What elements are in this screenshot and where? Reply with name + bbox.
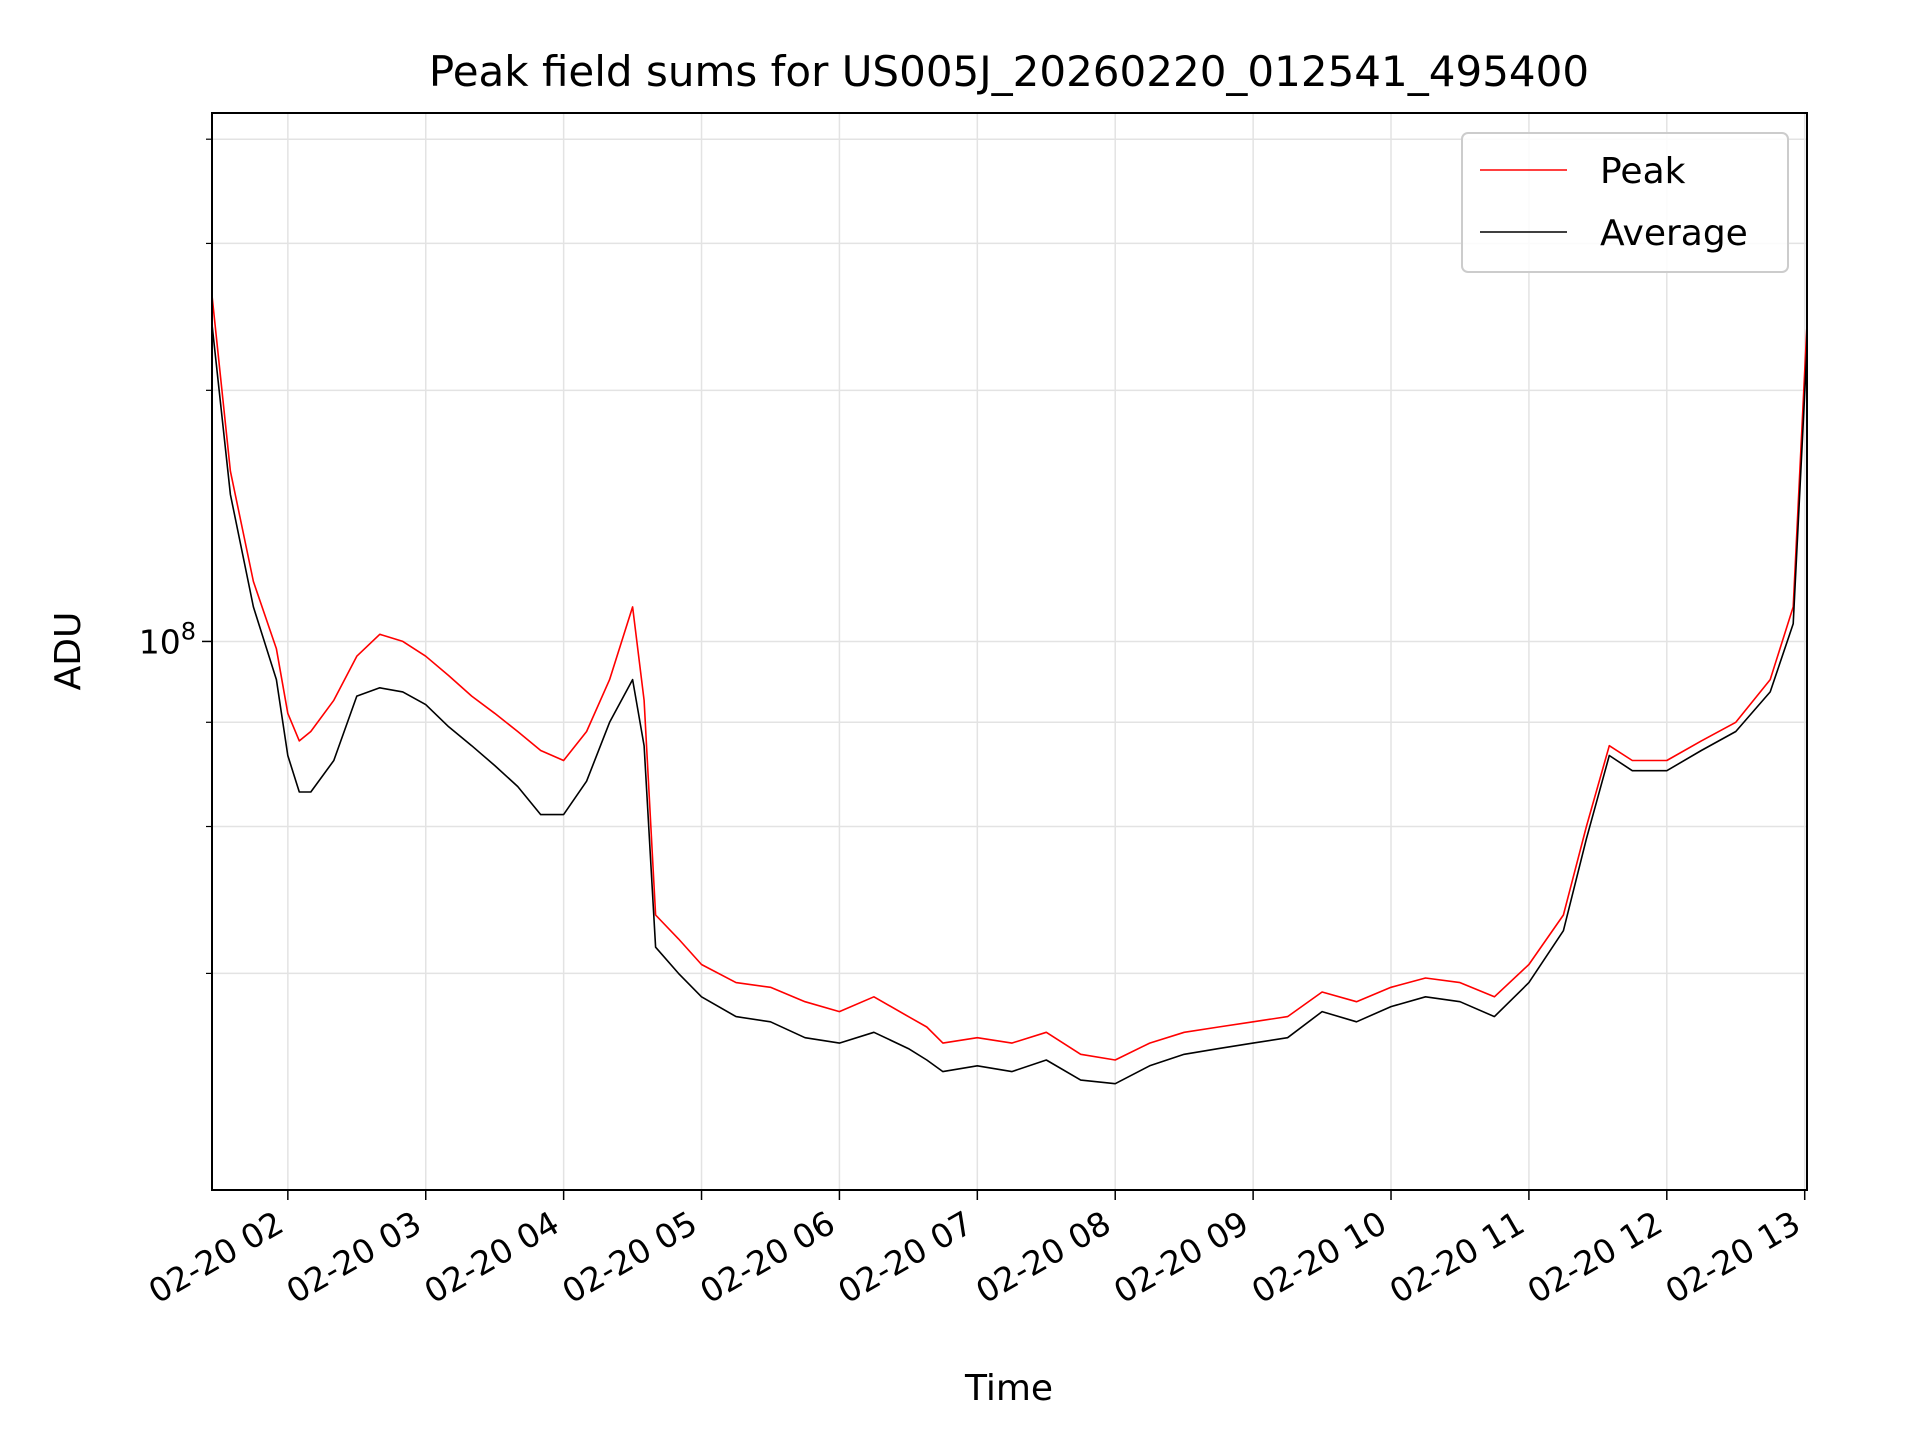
plot-lines <box>211 295 1808 1085</box>
legend-label-peak: Peak <box>1600 151 1686 192</box>
chart-title: Peak field sums for US005J_20260220_0125… <box>429 47 1589 96</box>
series-line-average <box>211 324 1808 1085</box>
y-tick-label: 108 <box>139 617 196 661</box>
y-axis-label: ADU <box>48 612 89 691</box>
series-line-peak <box>211 295 1808 1061</box>
x-axis-label: Time <box>964 1368 1053 1409</box>
plot-frame <box>211 112 1808 1191</box>
legend: Peak Average <box>1461 132 1789 273</box>
legend-box <box>1461 132 1789 273</box>
legend-label-average: Average <box>1600 213 1748 254</box>
